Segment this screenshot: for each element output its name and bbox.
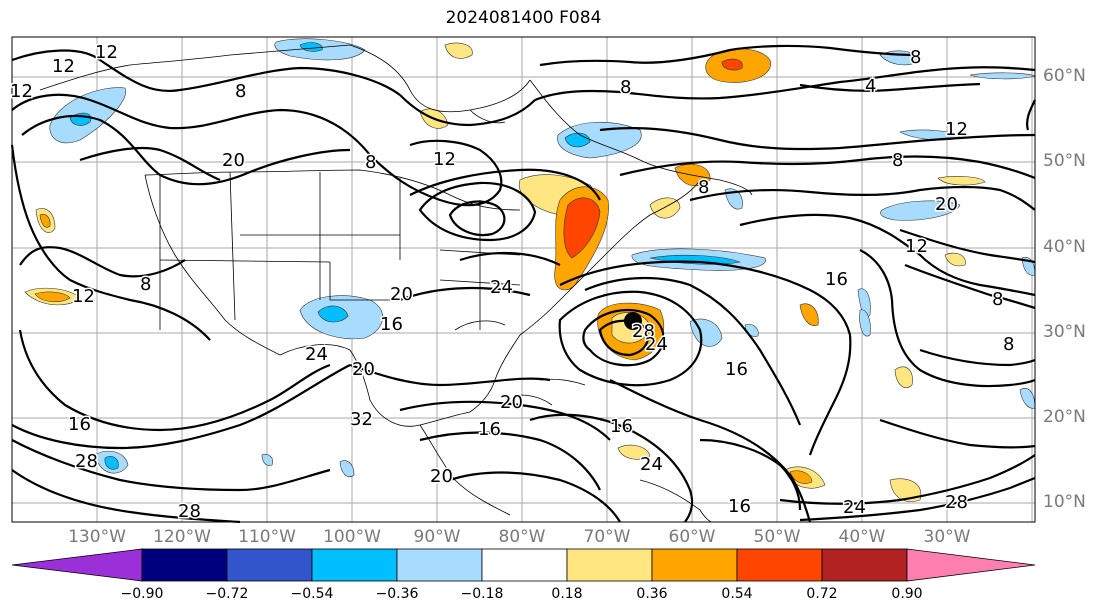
- colorbar-segment: [651, 548, 738, 582]
- coastlines: [39, 44, 753, 523]
- contour-label: 20: [352, 359, 375, 380]
- lat-label: 10°N: [1043, 492, 1086, 512]
- contour-label: 32: [350, 409, 373, 430]
- colorbar-tick-label: 0.72: [806, 586, 838, 602]
- contour-label: 16: [825, 269, 848, 290]
- contour-label: 12: [905, 236, 928, 257]
- colorbar: [11, 548, 1036, 582]
- contour-label: 12: [10, 81, 33, 102]
- contour-label: 8: [365, 152, 376, 173]
- colorbar-tick-label: 0.18: [551, 586, 583, 602]
- contour-labels: 12 12 12 8 8 8 4 8 12 8 20 8 12 8 20 12 …: [9, 41, 1016, 524]
- colorbar-tick-label: 0.54: [721, 586, 753, 602]
- contour-label: 28: [178, 501, 201, 522]
- colorbar-segment: [226, 548, 313, 582]
- lon-label: 90°W: [413, 527, 461, 547]
- contour-label: 4: [865, 76, 876, 97]
- contour-label: 16: [728, 496, 751, 517]
- map-panel: [10, 36, 1036, 524]
- lon-label: 50°W: [753, 527, 801, 547]
- colorbar-tick-label: −0.54: [290, 586, 334, 602]
- contour-label: 28: [75, 451, 98, 472]
- colorbar-arrow-high: [906, 548, 1036, 582]
- contour-label: 24: [843, 497, 866, 518]
- contour-label: 20: [390, 284, 413, 305]
- colorbar-tick-label: −0.72: [205, 586, 249, 602]
- colorbar-tick-label: −0.18: [460, 586, 504, 602]
- contour-label: 16: [610, 416, 633, 437]
- contour-label: 12: [433, 149, 456, 170]
- lon-label: 100°W: [323, 527, 381, 547]
- contour-label: 24: [305, 344, 328, 365]
- contour-label: 8: [698, 177, 709, 198]
- lon-label: 60°W: [668, 527, 716, 547]
- colorbar-segment: [566, 548, 653, 582]
- colorbar-arrow-low: [11, 548, 143, 582]
- colorbar-segment: [736, 548, 823, 582]
- lat-label: 30°N: [1043, 322, 1086, 342]
- blue-area-hudson: [557, 121, 642, 159]
- contour-label: 24: [645, 334, 668, 355]
- contour-label: 8: [620, 77, 631, 98]
- lon-label: 30°W: [923, 527, 971, 547]
- contour-label: 12: [95, 42, 118, 63]
- colorbar-tick-label: 0.90: [891, 586, 923, 602]
- contour-label: 20: [500, 392, 523, 413]
- contour-label: 12: [945, 119, 968, 140]
- contour-label: 20: [935, 194, 958, 215]
- contour-label: 16: [725, 359, 748, 380]
- contour-label: 8: [892, 150, 903, 171]
- hurricane-center-marker: [624, 312, 642, 330]
- lon-label: 80°W: [498, 527, 546, 547]
- colorbar-segment: [481, 548, 568, 582]
- contours: [10, 44, 1036, 524]
- colorbar-segment: [141, 548, 228, 582]
- lat-label: 60°N: [1043, 66, 1086, 86]
- colorbar-tick-label: −0.36: [375, 586, 419, 602]
- contour-label: 28: [945, 492, 968, 513]
- lon-label: 40°W: [838, 527, 886, 547]
- colorbar-tick-label: 0.36: [636, 586, 668, 602]
- colorbar-segment: [311, 548, 398, 582]
- contour-label: 16: [478, 419, 501, 440]
- contour-label: 24: [640, 454, 663, 475]
- contour-label: 28: [632, 321, 655, 342]
- contour-label: 20: [222, 150, 245, 171]
- colorbar-segment: [396, 548, 483, 582]
- colorbar-segment: [821, 548, 908, 582]
- map-title: 2024081400 F084: [445, 8, 602, 28]
- colorbar-tick-label: −0.90: [120, 586, 164, 602]
- lon-label: 120°W: [153, 527, 211, 547]
- contour-label: 20: [430, 466, 453, 487]
- contour-label: 8: [992, 289, 1003, 310]
- lat-label: 40°N: [1043, 237, 1086, 257]
- lon-label: 110°W: [238, 527, 296, 547]
- blue-area-central-atlantic: [880, 200, 961, 221]
- contour-label: 16: [68, 414, 91, 435]
- contour-label: 8: [140, 274, 151, 295]
- contour-label: 12: [72, 286, 95, 307]
- contour-label: 8: [1003, 334, 1014, 355]
- lat-label: 50°N: [1043, 151, 1086, 171]
- lat-label: 20°N: [1043, 407, 1086, 427]
- lon-label: 130°W: [68, 527, 126, 547]
- contour-label: 16: [380, 314, 403, 335]
- contour-label: 8: [235, 81, 246, 102]
- contour-label: 24: [490, 277, 513, 298]
- lon-label: 70°W: [583, 527, 631, 547]
- contour-label: 12: [52, 56, 75, 77]
- contour-label: 8: [910, 47, 921, 68]
